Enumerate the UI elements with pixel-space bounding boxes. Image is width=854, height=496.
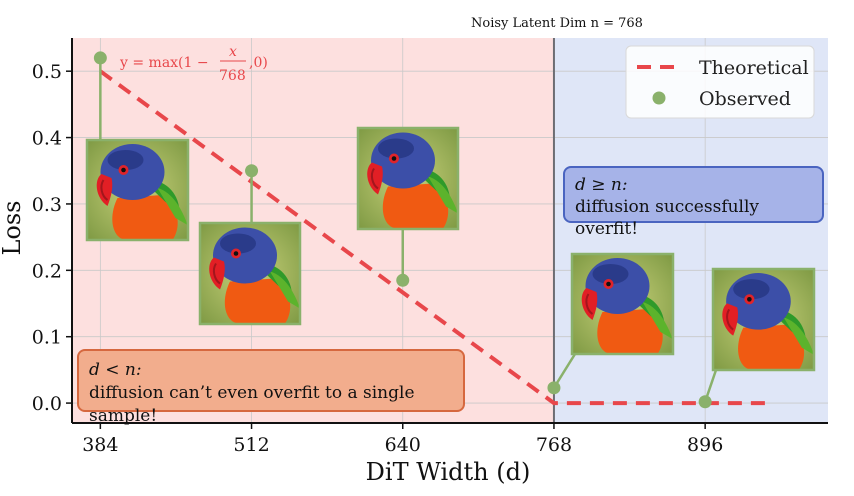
observed-point — [547, 381, 561, 395]
svg-text:,0): ,0) — [249, 55, 268, 71]
y-tick-label: 0.3 — [32, 194, 62, 216]
thumbnail-frame — [356, 126, 460, 231]
callout-right-math: d ≥ n: — [575, 175, 628, 195]
theory-formula: y = max(1 − x 768 ,0) — [119, 44, 268, 84]
y-tick-label: 0.0 — [32, 393, 62, 415]
y-tick-label: 0.1 — [32, 327, 62, 349]
thumbnail-frame — [85, 138, 190, 242]
thumbnail-frame — [711, 267, 816, 372]
observed-point — [245, 164, 259, 178]
svg-text:y = max(1 −: y = max(1 − — [119, 55, 209, 71]
observed-point — [698, 395, 712, 409]
thumbnail-frame — [570, 252, 675, 356]
legend: Theoretical Observed — [625, 45, 815, 119]
observed-connector — [552, 353, 577, 389]
y-tick-label: 0.4 — [32, 128, 62, 150]
chart-title: Noisy Latent Dim n = 768 — [471, 16, 643, 31]
x-tick-label: 768 — [536, 434, 572, 456]
legend-observed-label: Observed — [699, 88, 791, 110]
y-axis-title: Loss — [0, 200, 26, 255]
legend-observed-swatch — [652, 91, 666, 105]
x-tick-label: 640 — [385, 434, 421, 456]
svg-text:x: x — [229, 44, 237, 60]
callout-left-math: d < n: — [89, 360, 142, 380]
x-axis-title: DiT Width (d) — [366, 458, 531, 486]
sample-thumbnail — [572, 254, 673, 354]
callout-left-text: diffusion can’t even overfit to a single… — [89, 383, 415, 426]
observed-series — [85, 51, 816, 409]
callout-d-geq-n: d ≥ n: diffusion successfully overfit! — [563, 166, 824, 239]
y-tick-label: 0.2 — [32, 260, 62, 282]
legend-theory-label: Theoretical — [699, 57, 809, 79]
x-tick-label: 896 — [687, 434, 723, 456]
callout-right-text: diffusion successfully overfit! — [575, 197, 760, 239]
observed-point — [396, 273, 410, 287]
callout-d-less-than-n: d < n: diffusion can’t even overfit to a… — [77, 349, 465, 426]
x-tick-label: 512 — [233, 434, 269, 456]
sample-thumbnail — [713, 269, 814, 370]
sample-thumbnail — [358, 128, 458, 229]
svg-text:768: 768 — [219, 68, 246, 84]
observed-point — [93, 51, 107, 65]
sample-thumbnail — [200, 223, 300, 324]
thumbnail-frame — [198, 221, 302, 326]
x-tick-label: 384 — [82, 434, 118, 456]
axis-ticks: 384 512 640 768 896 0.0 0.1 0.2 0.3 0.4 0.5 — [32, 61, 724, 456]
y-tick-label: 0.5 — [32, 61, 62, 83]
sample-thumbnail — [87, 140, 188, 240]
